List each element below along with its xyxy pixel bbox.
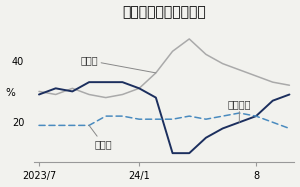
Title: 軽自動車の販売シェア: 軽自動車の販売シェア [122,6,206,20]
Y-axis label: %: % [6,88,15,98]
Text: ダイハツ: ダイハツ [228,99,251,122]
Text: ホンダ: ホンダ [89,125,112,149]
Text: スズキ: スズキ [81,56,156,73]
